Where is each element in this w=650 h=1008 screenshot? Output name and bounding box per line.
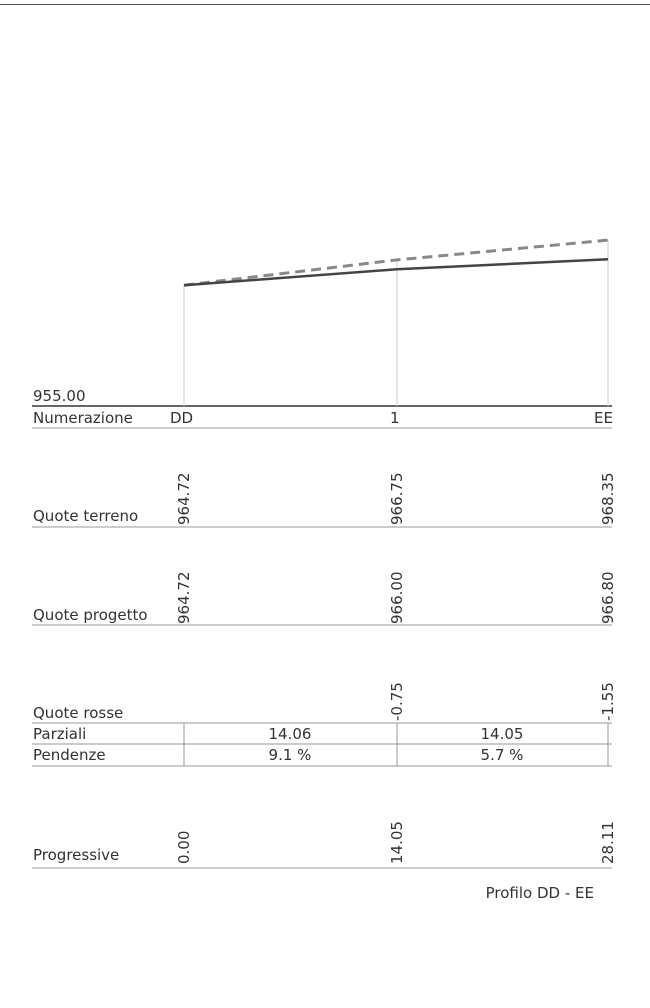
row-label-quote-terreno: Quote terreno (33, 507, 138, 525)
row-label-quote-progetto: Quote progetto (33, 606, 148, 624)
parziali-value: 14.06 (269, 725, 312, 743)
top-rule (0, 4, 650, 5)
parziali-value: 14.05 (481, 725, 524, 743)
quote-progetto-value: 964.72 (175, 572, 193, 625)
pendenze-value: 5.7 % (481, 746, 524, 764)
row-label-progressive: Progressive (33, 846, 119, 864)
quote-rosse-value: -0.75 (388, 682, 406, 721)
pendenze-value: 9.1 % (269, 746, 312, 764)
progressive-value: 0.00 (175, 831, 193, 864)
row-label-pendenze: Pendenze (33, 746, 106, 764)
progressive-value: 14.05 (388, 821, 406, 864)
row-label-parziali: Parziali (33, 725, 86, 743)
quote-rosse-value: -1.55 (599, 682, 617, 721)
row-label-numerazione: Numerazione (33, 409, 133, 427)
station-verticals (183, 240, 609, 406)
quote-terreno-value: 968.35 (599, 473, 617, 526)
station-label: DD (170, 409, 193, 427)
quote-terreno-value: 966.75 (388, 473, 406, 526)
quote-progetto-value: 966.00 (388, 572, 406, 625)
station-label: 1 (390, 409, 400, 427)
series-line-terreno (183, 238, 609, 287)
row-label-quote-rosse: Quote rosse (33, 704, 123, 722)
progressive-value: 28.11 (599, 821, 617, 864)
quote-terreno-value: 964.72 (175, 473, 193, 526)
quote-progetto-value: 966.80 (599, 572, 617, 625)
profile-title: Profilo DD - EE (486, 884, 594, 902)
station-label: EE (594, 409, 613, 427)
datum-label: 955.00 (33, 387, 86, 405)
series-line-progetto (183, 258, 609, 287)
